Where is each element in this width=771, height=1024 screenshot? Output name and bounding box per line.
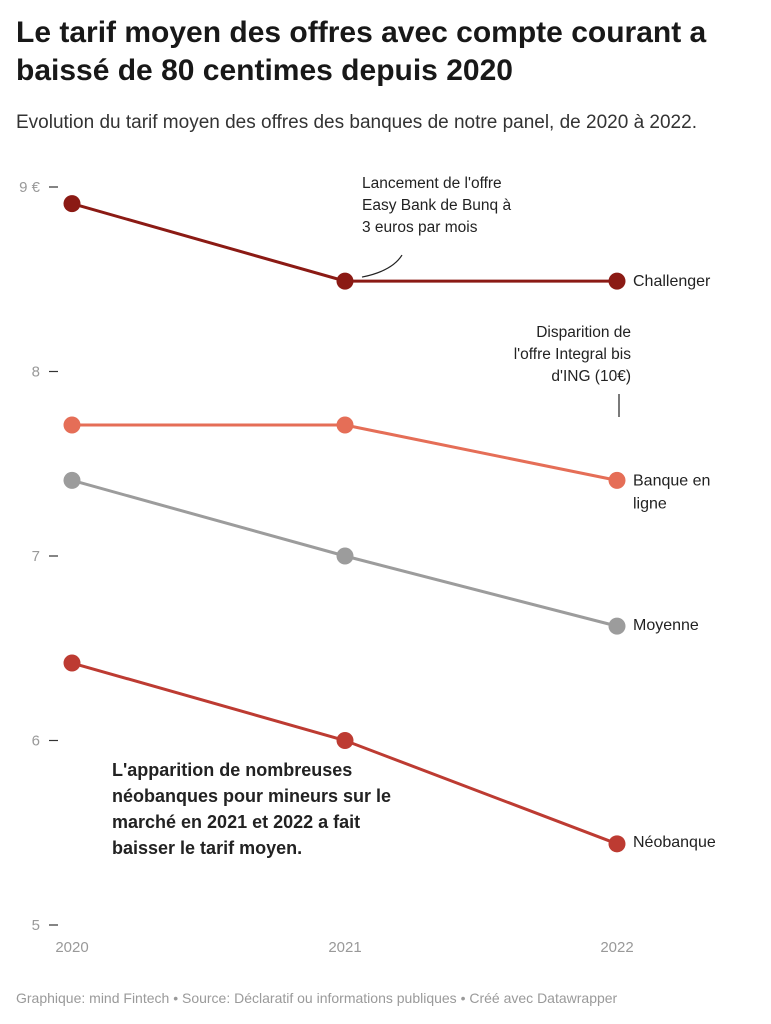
data-point-moyenne [63, 471, 81, 489]
annotation-neobanques: marché en 2021 et 2022 a fait [112, 812, 360, 832]
data-point-neobanque [63, 654, 81, 672]
series-labels: Challenger Banque en ligne Moyenne Néobanque [633, 273, 716, 851]
y-tick-label: 6 [32, 733, 40, 750]
data-point-challenger [336, 272, 354, 290]
x-tick-label: 2021 [328, 939, 361, 956]
x-tick-label: 2022 [600, 939, 633, 956]
data-point-neobanque [608, 835, 626, 853]
annotation-ing: d'ING (10€) [551, 368, 631, 385]
annotation-neobanques: L'apparition de nombreuses [112, 760, 352, 780]
annotation-connector-bunq [361, 254, 403, 278]
series-label-moyenne: Moyenne [633, 617, 699, 634]
x-tick-label: 2020 [55, 939, 88, 956]
y-tick-label: 7 [32, 548, 40, 565]
data-point-banque-en-ligne [336, 416, 354, 434]
annotation-bunq: Easy Bank de Bunq à [362, 197, 511, 214]
series-group [63, 195, 626, 853]
chart-footer: Graphique: mind Fintech • Source: Déclar… [16, 990, 618, 1006]
data-point-banque-en-ligne [608, 471, 626, 489]
data-point-banque-en-ligne [63, 416, 81, 434]
data-point-challenger [63, 195, 81, 213]
line-chart: 9 € 8 7 6 5 2020 2021 2022 Challenger Banque en… [19, 175, 716, 956]
annotation-bunq: Lancement de l'offre [362, 175, 502, 192]
chart-title: Le tarif moyen des offres avec compte co… [16, 16, 707, 87]
series-label-banque-en-ligne: Banque en [633, 472, 710, 489]
annotation-neobanques: baisser le tarif moyen. [112, 838, 302, 858]
annotation-ing: l'offre Integral bis [514, 346, 632, 363]
chart-subtitle: Evolution du tarif moyen des offres des … [16, 112, 697, 133]
annotation-ing: Disparition de [536, 324, 631, 341]
data-point-challenger [608, 272, 626, 290]
annotation-connectors [361, 254, 620, 417]
series-label-neobanque: Néobanque [633, 834, 716, 851]
series-line-challenger [71, 202, 617, 283]
data-point-moyenne [336, 547, 354, 565]
annotation-bunq: 3 euros par mois [362, 219, 478, 236]
series-label-challenger: Challenger [633, 273, 711, 290]
annotations: Lancement de l'offre Easy Bank de Bunq à 3… [112, 175, 631, 858]
y-axis: 9 € 8 7 6 5 [19, 179, 58, 934]
y-tick-label: 5 [32, 917, 40, 934]
y-tick-label: 8 [32, 364, 40, 381]
y-tick-label: 9 € [19, 179, 41, 196]
data-point-moyenne [608, 617, 626, 635]
data-point-neobanque [336, 732, 354, 749]
annotation-neobanques: néobanques pour mineurs sur le [112, 786, 391, 806]
x-axis: 2020 2021 2022 [55, 939, 633, 956]
series-label-banque-en-ligne: ligne [633, 495, 667, 512]
